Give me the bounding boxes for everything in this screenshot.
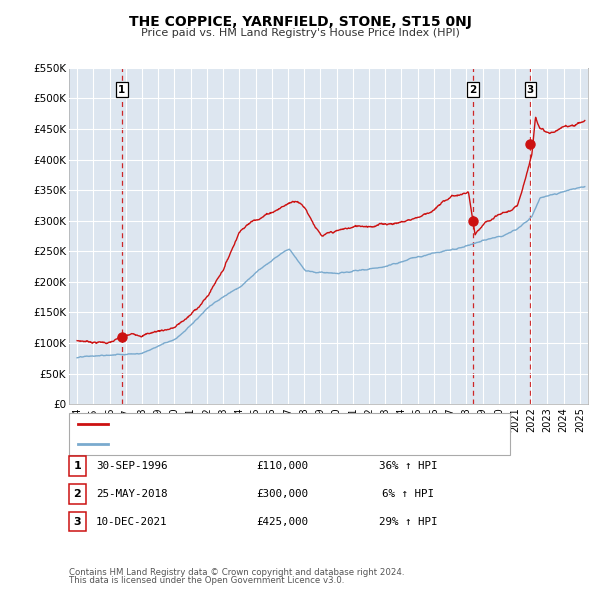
Text: 6% ↑ HPI: 6% ↑ HPI <box>382 489 434 499</box>
Text: This data is licensed under the Open Government Licence v3.0.: This data is licensed under the Open Gov… <box>69 576 344 585</box>
Text: Price paid vs. HM Land Registry's House Price Index (HPI): Price paid vs. HM Land Registry's House … <box>140 28 460 38</box>
Text: HPI: Average price, detached house, Stafford: HPI: Average price, detached house, Staf… <box>114 439 349 449</box>
Text: £425,000: £425,000 <box>256 517 308 526</box>
Text: 2: 2 <box>74 489 81 499</box>
Text: £110,000: £110,000 <box>256 461 308 471</box>
Text: £300,000: £300,000 <box>256 489 308 499</box>
Text: 30-SEP-1996: 30-SEP-1996 <box>96 461 167 471</box>
Text: 36% ↑ HPI: 36% ↑ HPI <box>379 461 437 471</box>
Text: 29% ↑ HPI: 29% ↑ HPI <box>379 517 437 526</box>
Text: 1: 1 <box>74 461 81 471</box>
Text: 3: 3 <box>527 85 534 95</box>
Text: THE COPPICE, YARNFIELD, STONE, ST15 0NJ (detached house): THE COPPICE, YARNFIELD, STONE, ST15 0NJ … <box>114 419 436 430</box>
Text: THE COPPICE, YARNFIELD, STONE, ST15 0NJ: THE COPPICE, YARNFIELD, STONE, ST15 0NJ <box>128 15 472 29</box>
Text: 2: 2 <box>469 85 476 95</box>
Text: 1: 1 <box>118 85 125 95</box>
Text: Contains HM Land Registry data © Crown copyright and database right 2024.: Contains HM Land Registry data © Crown c… <box>69 568 404 577</box>
Text: 25-MAY-2018: 25-MAY-2018 <box>96 489 167 499</box>
Text: 10-DEC-2021: 10-DEC-2021 <box>96 517 167 526</box>
Text: 3: 3 <box>74 517 81 526</box>
